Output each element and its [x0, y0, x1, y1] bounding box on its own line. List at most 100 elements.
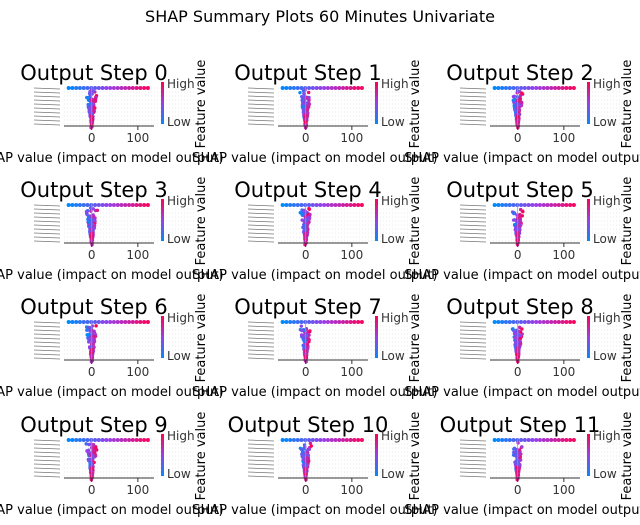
shap-point: [307, 320, 312, 324]
shap-point: [553, 438, 558, 442]
shap-point: [301, 99, 305, 104]
shap-point: [511, 438, 516, 442]
shap-point: [130, 320, 135, 324]
shap-point: [341, 86, 346, 90]
shap-point: [348, 320, 353, 324]
shap-point: [300, 452, 304, 456]
shap-point: [77, 86, 82, 90]
shap-point: [534, 86, 539, 90]
shap-point: [74, 438, 79, 442]
x-tick-label: 0: [88, 131, 96, 145]
shap-point: [89, 320, 94, 324]
shap-point: [556, 203, 561, 207]
shap-point: [522, 203, 527, 207]
shap-point: [337, 438, 342, 442]
shap-point: [85, 438, 90, 442]
feature-tick-mark: [459, 204, 487, 207]
shap-point: [66, 86, 71, 90]
feature-tick-mark: [247, 333, 275, 336]
feature-tick-mark: [459, 208, 487, 211]
shap-point: [70, 438, 75, 442]
shap-point: [496, 438, 501, 442]
colorbar: [375, 434, 378, 476]
shap-point: [322, 86, 327, 90]
shap-point: [511, 86, 516, 90]
subplot-output-step-9: 0 100 SHAP value (impact on model output) O…: [0, 412, 224, 518]
shap-point: [115, 86, 120, 90]
shap-point: [307, 207, 311, 211]
shap-point: [127, 320, 132, 324]
feature-tick-mark: [33, 119, 61, 122]
shap-point: [314, 203, 319, 207]
colorbar-low-label: Low: [381, 232, 405, 246]
subplot-output-step-6: 0 100 SHAP value (impact on model output) O…: [0, 294, 224, 400]
shap-point: [88, 105, 92, 109]
shap-point: [299, 324, 304, 328]
feature-tick-mark: [33, 439, 61, 442]
feature-tick-mark: [247, 99, 275, 102]
feature-tick-mark: [33, 329, 61, 332]
shap-point: [104, 86, 109, 90]
colorbar-high-label: High: [593, 77, 621, 91]
feature-tick-mark: [247, 103, 275, 106]
shap-point: [496, 86, 501, 90]
shap-point: [66, 438, 71, 442]
colorbar-high-label: High: [167, 194, 195, 208]
shap-point: [108, 320, 113, 324]
shap-point: [95, 208, 100, 213]
feature-tick-mark: [33, 87, 61, 90]
shap-point: [507, 320, 512, 324]
shap-point: [530, 320, 535, 324]
feature-tick-mark: [247, 451, 275, 454]
feature-tick-mark: [247, 357, 275, 360]
shap-point: [93, 203, 98, 207]
shap-point: [507, 86, 512, 90]
shap-point: [337, 86, 342, 90]
feature-tick-mark: [33, 321, 61, 324]
shap-point: [74, 320, 79, 324]
shap-point: [310, 203, 315, 207]
shap-point: [100, 438, 105, 442]
feature-tick-mark: [33, 353, 61, 356]
shap-point: [108, 438, 113, 442]
feature-tick-mark: [247, 443, 275, 446]
shap-point: [522, 86, 527, 90]
feature-tick-mark: [459, 443, 487, 446]
feature-tick-mark: [33, 232, 61, 235]
shap-point: [526, 86, 531, 90]
feature-tick-mark: [33, 208, 61, 211]
shap-point: [111, 203, 116, 207]
shap-point: [70, 320, 75, 324]
colorbar-label: Feature value: [620, 60, 635, 149]
shap-point: [348, 203, 353, 207]
shap-point: [307, 95, 311, 100]
shap-point: [85, 86, 90, 90]
shap-point: [134, 86, 139, 90]
shap-point: [518, 207, 523, 212]
shap-point: [571, 86, 576, 90]
shap-point: [134, 320, 139, 324]
shap-point: [530, 86, 535, 90]
feature-tick-mark: [247, 208, 275, 211]
feature-tick-mark: [247, 111, 275, 114]
shap-point: [522, 438, 527, 442]
shap-point: [503, 203, 508, 207]
feature-tick-mark: [33, 103, 61, 106]
feature-tick-mark: [247, 204, 275, 207]
shap-point: [496, 203, 501, 207]
shap-point: [305, 343, 310, 347]
shap-point: [518, 220, 523, 224]
shap-point: [337, 320, 342, 324]
subplot-output-step-0: 0 100 SHAP value (impact on model output) O…: [0, 60, 224, 166]
colorbar-low-label: Low: [593, 349, 617, 363]
shap-point: [516, 441, 520, 445]
colorbar-low-label: Low: [593, 232, 617, 246]
shap-point: [348, 438, 353, 442]
shap-point: [518, 212, 522, 217]
x-tick-label: 0: [514, 248, 522, 262]
shap-point: [299, 447, 304, 452]
shap-point: [93, 106, 97, 110]
feature-tick-mark: [459, 232, 487, 235]
shap-point: [74, 86, 79, 90]
subplot-title: Output Step 11: [440, 413, 601, 437]
